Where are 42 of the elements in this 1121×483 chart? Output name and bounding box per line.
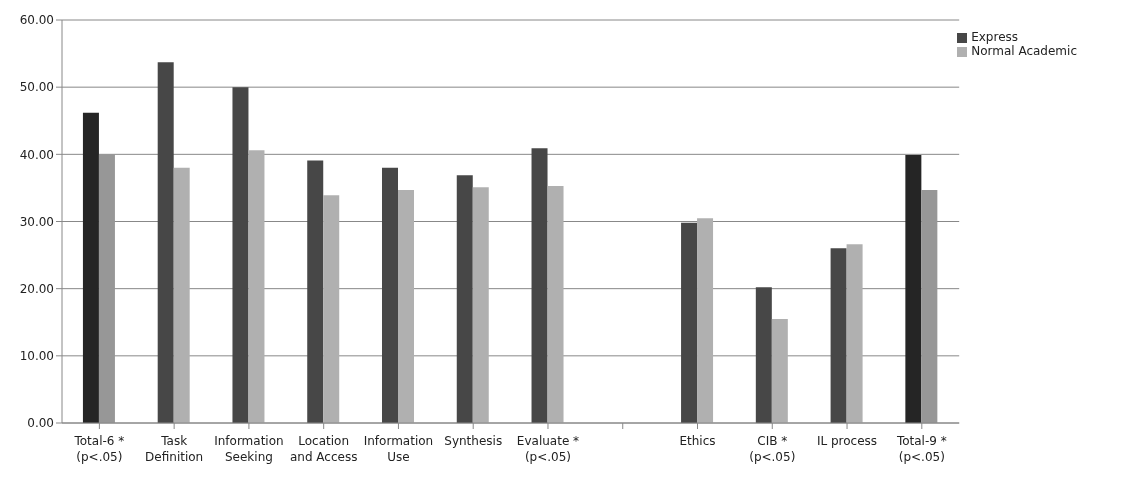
bar bbox=[398, 189, 414, 423]
x-tick-label: IL process bbox=[816, 434, 878, 448]
bar bbox=[456, 175, 473, 423]
x-tick-label: Synthesis bbox=[444, 434, 503, 448]
y-tick-label: 40.00 bbox=[19, 147, 54, 162]
y-tick-label: 50.00 bbox=[19, 80, 54, 95]
bar bbox=[307, 160, 324, 423]
bar bbox=[323, 195, 340, 423]
bar bbox=[248, 150, 265, 423]
bar bbox=[157, 62, 174, 423]
bar bbox=[232, 87, 249, 423]
bar bbox=[771, 318, 788, 423]
y-tick-label: 60.00 bbox=[19, 13, 54, 28]
y-tick-label: 20.00 bbox=[19, 281, 54, 296]
bar bbox=[173, 167, 190, 423]
x-tick-label: CIB * (p<.05) bbox=[749, 434, 796, 464]
legend-label: Express bbox=[971, 30, 1019, 44]
x-tick-label: Ethics bbox=[679, 434, 716, 448]
x-tick-label: Information Use bbox=[363, 434, 434, 464]
y-tick-label: 30.00 bbox=[19, 214, 54, 229]
bar bbox=[681, 222, 698, 423]
bar bbox=[547, 185, 564, 423]
y-tick-label: 10.00 bbox=[19, 349, 54, 364]
bar bbox=[905, 155, 922, 423]
legend-label: Normal Academic bbox=[971, 44, 1077, 58]
bar bbox=[382, 167, 398, 423]
x-tick-label: Total-6 * (p<.05) bbox=[73, 434, 125, 464]
x-tick-label: Information Seeking bbox=[214, 434, 284, 464]
bar bbox=[98, 154, 115, 423]
x-tick-label: Location and Access bbox=[289, 434, 358, 464]
bar bbox=[531, 148, 548, 423]
bar bbox=[846, 244, 863, 423]
bar bbox=[82, 112, 99, 423]
bar bbox=[921, 189, 938, 423]
bar bbox=[472, 187, 489, 423]
bar bbox=[697, 218, 714, 423]
bar bbox=[755, 287, 772, 423]
x-tick-label: Task Definition bbox=[145, 434, 204, 464]
x-tick-label: Evaluate * (p<.05) bbox=[516, 434, 580, 464]
y-tick-label: 0.00 bbox=[27, 416, 54, 431]
bar bbox=[830, 248, 847, 423]
x-tick-label: Total-9 * (p<.05) bbox=[895, 434, 947, 464]
